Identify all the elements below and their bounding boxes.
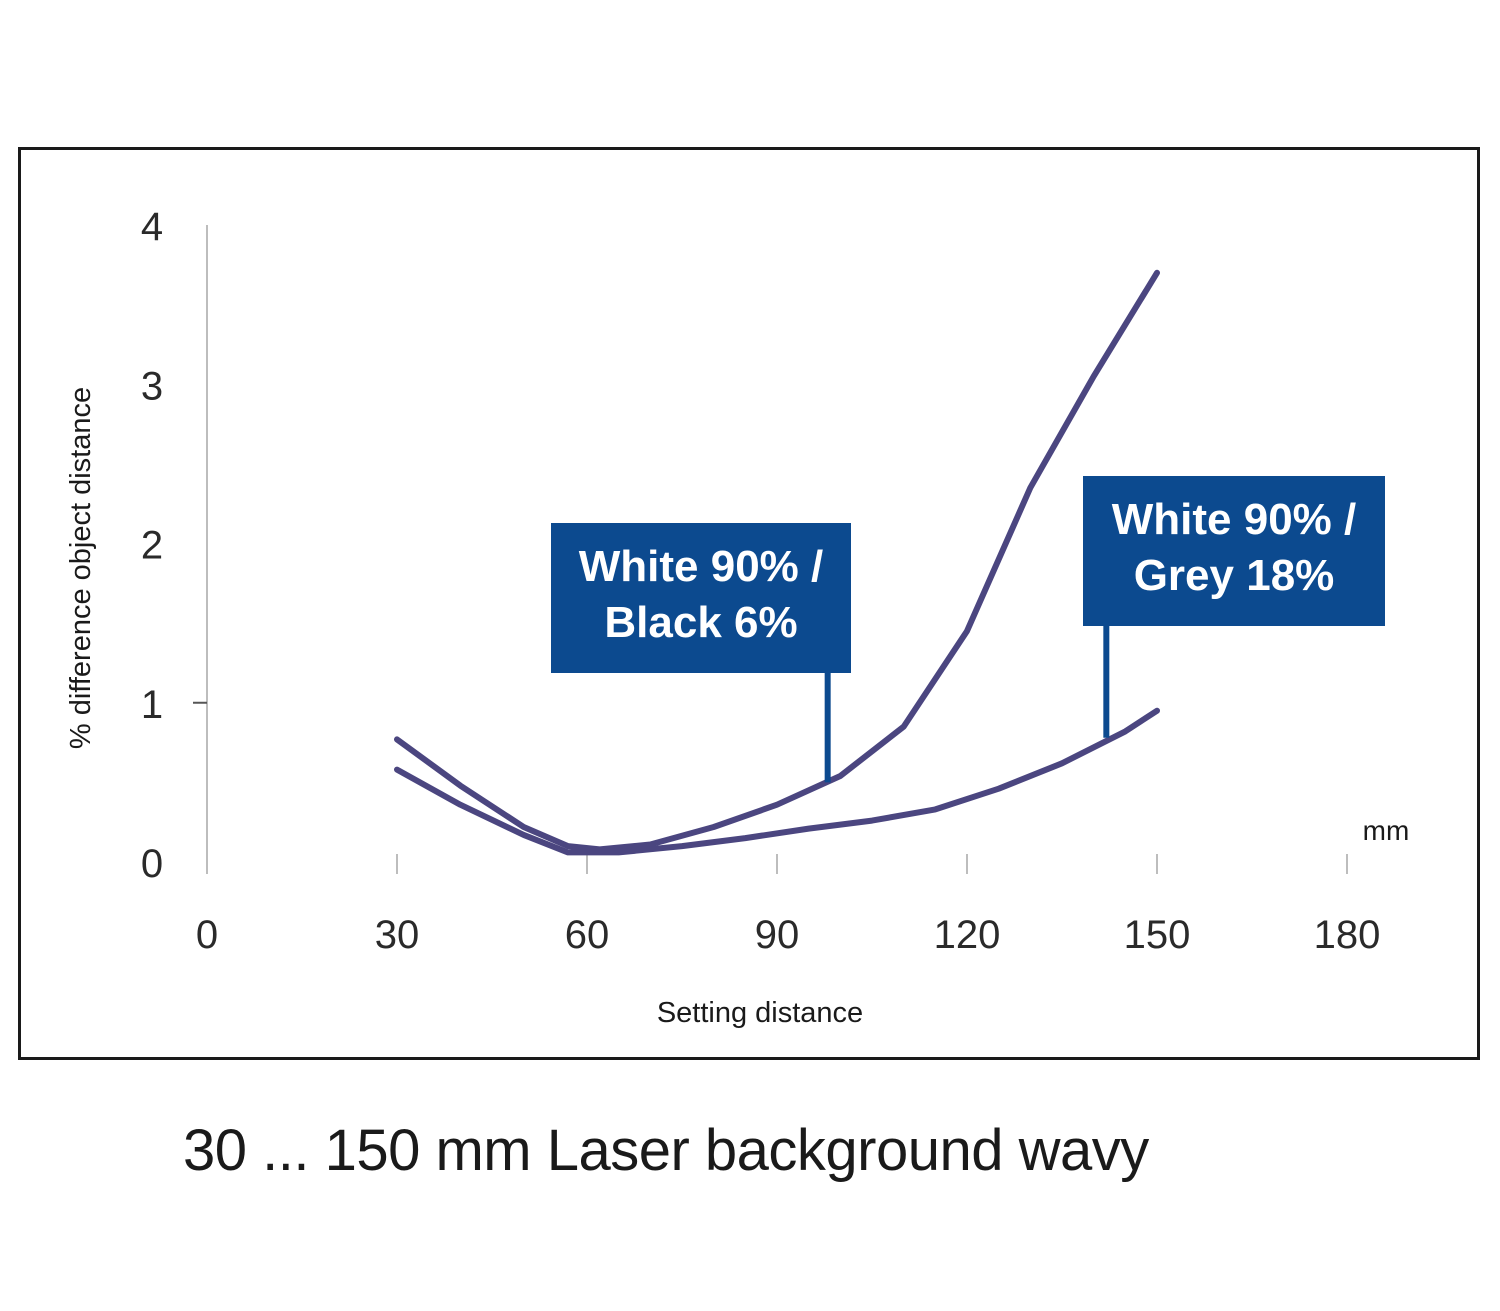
chart-frame bbox=[18, 147, 1480, 1060]
x-tick-label: 90 bbox=[755, 913, 800, 957]
x-tick-label: 30 bbox=[375, 913, 420, 957]
y-tick-label: 0 bbox=[141, 842, 163, 886]
y-tick-label: 2 bbox=[141, 524, 163, 568]
x-tick-label: 150 bbox=[1124, 913, 1191, 957]
x-tick-label: 60 bbox=[565, 913, 610, 957]
y-tick-label: 4 bbox=[141, 205, 163, 249]
callout-label-line1: White 90% / bbox=[1112, 495, 1357, 544]
y-axis-label: % difference object distance bbox=[65, 387, 97, 749]
callout-box bbox=[1083, 476, 1385, 626]
axes: 0 1 2 3 4 0 30 60 90 120 150 180 bbox=[141, 205, 1381, 957]
x-tick-label: 180 bbox=[1314, 913, 1381, 957]
y-tick-label: 1 bbox=[141, 683, 163, 727]
annotation-layer: White 90% / Black 6% White 90% / Grey 18% bbox=[551, 476, 1385, 783]
series-layer bbox=[394, 269, 1160, 856]
x-axis-label: Setting distance bbox=[657, 997, 863, 1029]
callout-label-line2: Black 6% bbox=[604, 598, 797, 647]
x-tick-label: 0 bbox=[196, 913, 218, 957]
x-axis-unit: mm bbox=[1363, 815, 1410, 846]
series-line-2 bbox=[394, 707, 1160, 856]
annotation-callout-2: White 90% / Grey 18% bbox=[1083, 476, 1385, 738]
callout-label-line2: Grey 18% bbox=[1134, 551, 1335, 600]
callout-box bbox=[551, 523, 851, 673]
x-tick-label: 120 bbox=[934, 913, 1001, 957]
annotation-callout-1: White 90% / Black 6% bbox=[551, 523, 851, 783]
caption: 30 ... 150 mm Laser background wavy bbox=[183, 1118, 1149, 1183]
series-line-1 bbox=[394, 269, 1160, 853]
y-tick-label: 3 bbox=[141, 364, 163, 408]
callout-label-line1: White 90% / bbox=[579, 542, 824, 591]
